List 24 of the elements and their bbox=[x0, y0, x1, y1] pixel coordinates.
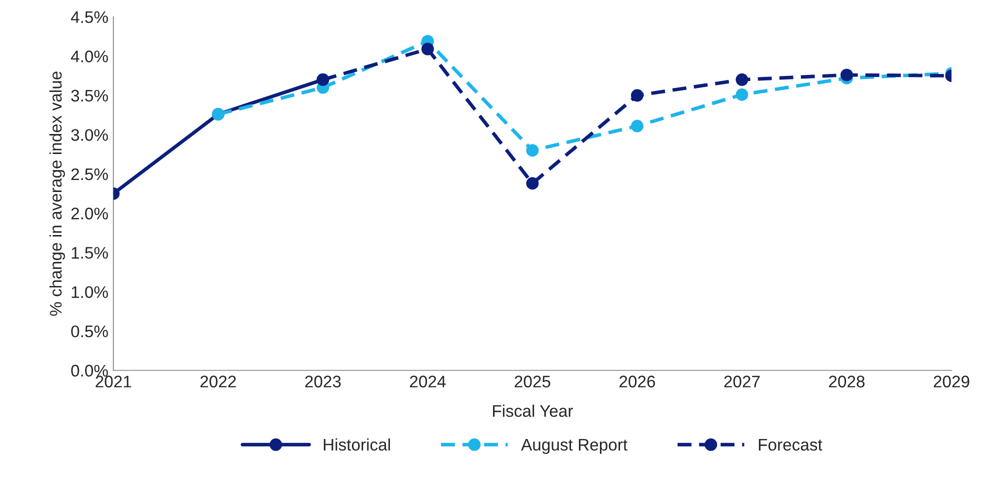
y-tick-label: 4.0% bbox=[70, 50, 108, 62]
y-tick-label: 4.5% bbox=[70, 11, 108, 24]
x-tick-label: 2027 bbox=[724, 376, 760, 388]
y-tick-label: 3.0% bbox=[71, 129, 108, 141]
y-axis-title: % change in average index value bbox=[49, 72, 65, 316]
x-tick-label: 2028 bbox=[829, 376, 865, 388]
x-tick-label: 2029 bbox=[934, 376, 970, 388]
x-tick-label: 2022 bbox=[200, 376, 236, 388]
y-tick-label: 2.5% bbox=[71, 168, 108, 180]
x-tick-label: 2025 bbox=[514, 376, 550, 388]
x-tick-label: 2023 bbox=[305, 376, 341, 388]
legend-label: Forecast bbox=[758, 439, 822, 451]
y-tick-label: 0.5% bbox=[71, 325, 108, 338]
y-tick-label: 0.0% bbox=[71, 364, 108, 377]
y-tick-label: 1.5% bbox=[72, 247, 108, 259]
x-tick-label: 2021 bbox=[96, 376, 132, 388]
x-tick-label: 2024 bbox=[410, 376, 446, 388]
y-tick-label: 3.5% bbox=[71, 90, 108, 102]
legend-label: Historical bbox=[324, 438, 390, 451]
legend-label: August Report bbox=[521, 439, 628, 454]
y-tick-label: 2.0% bbox=[71, 208, 108, 220]
y-tick-label: 1.0% bbox=[72, 286, 108, 298]
x-axis-title: Fiscal Year bbox=[493, 404, 573, 417]
x-tick-label: 2026 bbox=[620, 376, 656, 388]
